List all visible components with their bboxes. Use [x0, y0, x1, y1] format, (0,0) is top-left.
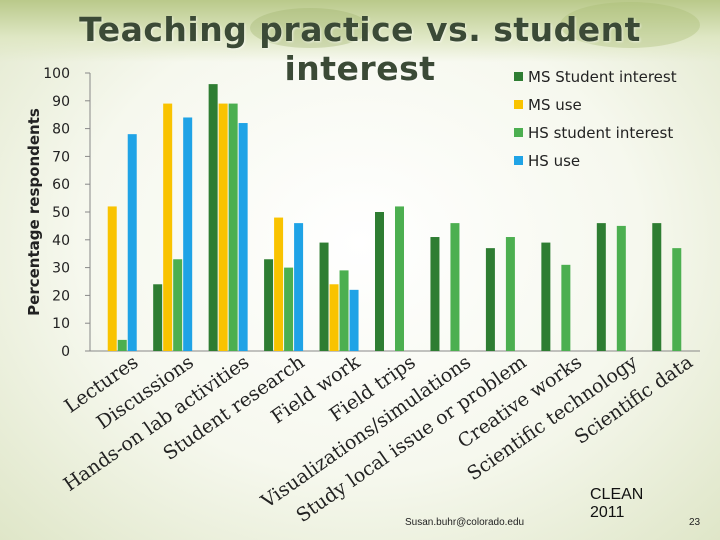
bar-hs-student-interest-5	[395, 206, 404, 351]
year-label: 2011	[590, 504, 625, 521]
y-tick-label: 50	[52, 205, 70, 221]
bar-ms-use-0	[107, 206, 117, 351]
bar-ms-student-interest-3	[264, 259, 274, 351]
bar-hs-use-1	[183, 117, 193, 351]
bar-hs-student-interest-1	[173, 259, 183, 351]
bar-ms-student-interest-4	[319, 242, 329, 351]
legend-swatch	[514, 156, 523, 165]
clean-label: CLEAN	[590, 486, 644, 503]
y-tick-label: 0	[61, 344, 70, 360]
bar-hs-use-0	[127, 134, 137, 351]
chart-legend: MS Student interest MS use HS student inte…	[514, 68, 677, 170]
bar-ms-student-interest-6	[430, 237, 440, 351]
y-tick-label: 90	[52, 94, 70, 110]
slide-title: Teaching practice vs. student interest	[79, 10, 641, 88]
y-tick-label: 30	[52, 261, 70, 277]
bar-ms-student-interest-7	[485, 248, 495, 351]
bar-ms-student-interest-10	[652, 223, 662, 351]
y-tick-label: 10	[52, 316, 70, 332]
clean-year-label: CLEAN 2011	[590, 486, 660, 522]
y-tick-label: 60	[52, 177, 70, 193]
bar-hs-use-3	[294, 223, 304, 351]
bar-hs-use-4	[349, 289, 359, 351]
legend-entry: MS Student interest	[528, 68, 677, 86]
background-leaf	[250, 8, 370, 48]
y-tick-label: 20	[52, 288, 70, 304]
credit-email: Susan.buhr@colorado.edu	[405, 517, 525, 528]
bar-ms-use-1	[163, 103, 173, 351]
page-number: 23	[689, 517, 701, 528]
bar-hs-student-interest-8	[561, 264, 571, 351]
bar-hs-student-interest-4	[339, 270, 349, 351]
bar-ms-use-4	[329, 284, 339, 351]
bar-hs-use-2	[238, 123, 248, 351]
chart-bars	[107, 84, 682, 352]
bar-hs-student-interest-7	[505, 237, 515, 351]
bar-hs-student-interest-6	[450, 223, 460, 351]
background-leaf	[560, 2, 700, 48]
bar-hs-student-interest-10	[672, 248, 682, 351]
bar-hs-student-interest-9	[616, 225, 626, 351]
legend-entry: HS use	[528, 152, 580, 170]
bar-ms-student-interest-8	[541, 242, 551, 351]
y-tick-label: 80	[52, 122, 70, 138]
y-tick-label: 70	[52, 149, 70, 165]
legend-entry: HS student interest	[528, 124, 673, 142]
legend-entry: MS use	[528, 96, 582, 114]
bar-ms-student-interest-2	[208, 84, 218, 352]
legend-swatch	[514, 72, 523, 81]
y-tick-label: 40	[52, 233, 70, 249]
bar-ms-student-interest-5	[375, 212, 384, 351]
legend-swatch	[514, 128, 523, 137]
bar-hs-student-interest-3	[284, 267, 294, 351]
bar-ms-use-3	[274, 217, 284, 351]
y-axis-label: Percentage respondents	[25, 108, 43, 316]
bar-ms-use-2	[218, 103, 228, 351]
bar-hs-student-interest-2	[228, 103, 238, 351]
header-band	[0, 0, 720, 62]
bar-hs-student-interest-0	[117, 339, 127, 351]
bar-ms-student-interest-9	[596, 223, 606, 351]
y-tick-label: 100	[43, 66, 70, 82]
legend-swatch	[514, 100, 523, 109]
bar-ms-student-interest-1	[153, 284, 163, 351]
